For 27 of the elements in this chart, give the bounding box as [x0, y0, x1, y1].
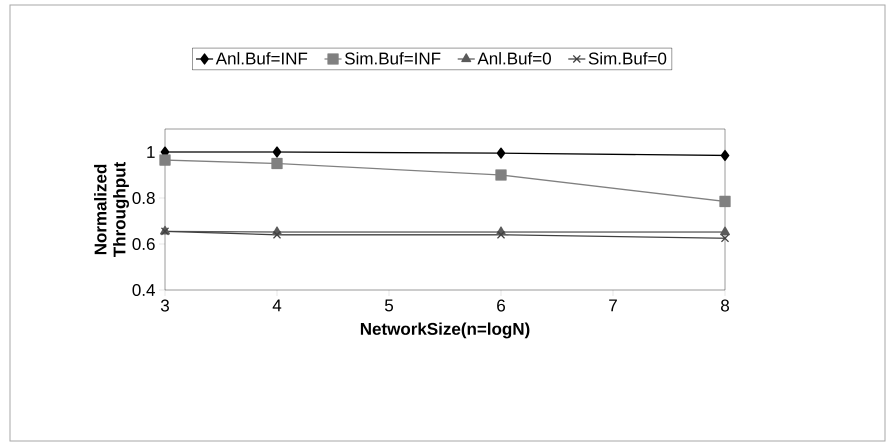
legend-label: Sim.Buf=INF — [344, 52, 440, 65]
x-tick-label: 8 — [721, 300, 729, 312]
x-tick-label: 4 — [272, 300, 282, 312]
point — [159, 154, 171, 166]
y-tick-label: 0.4 — [132, 284, 155, 296]
legend-label: Sim.Buf=0 — [588, 52, 666, 65]
point — [720, 226, 730, 236]
point — [719, 196, 731, 208]
point — [496, 230, 506, 240]
x-tick-label: 7 — [609, 300, 617, 312]
y-tick-label: 1 — [147, 146, 155, 158]
x-tick-label: 6 — [497, 300, 505, 312]
y-axis-title: Normalized Throughput — [94, 162, 129, 258]
x-tick-label: 3 — [160, 300, 169, 312]
legend-label: Anl.Buf=0 — [477, 52, 551, 65]
point — [271, 158, 283, 170]
point — [272, 230, 282, 240]
point — [495, 170, 507, 181]
y-tick-label: 0.8 — [132, 192, 155, 204]
point — [272, 146, 282, 158]
point — [720, 150, 730, 162]
x-tick-label: 5 — [384, 300, 394, 312]
point — [496, 148, 506, 160]
y-tick-label: 0.6 — [132, 238, 155, 250]
point — [720, 234, 730, 243]
x-axis-title: NetworkSize(n=logN) — [360, 322, 530, 339]
legend-label: Anl.Buf=INF — [216, 52, 308, 65]
